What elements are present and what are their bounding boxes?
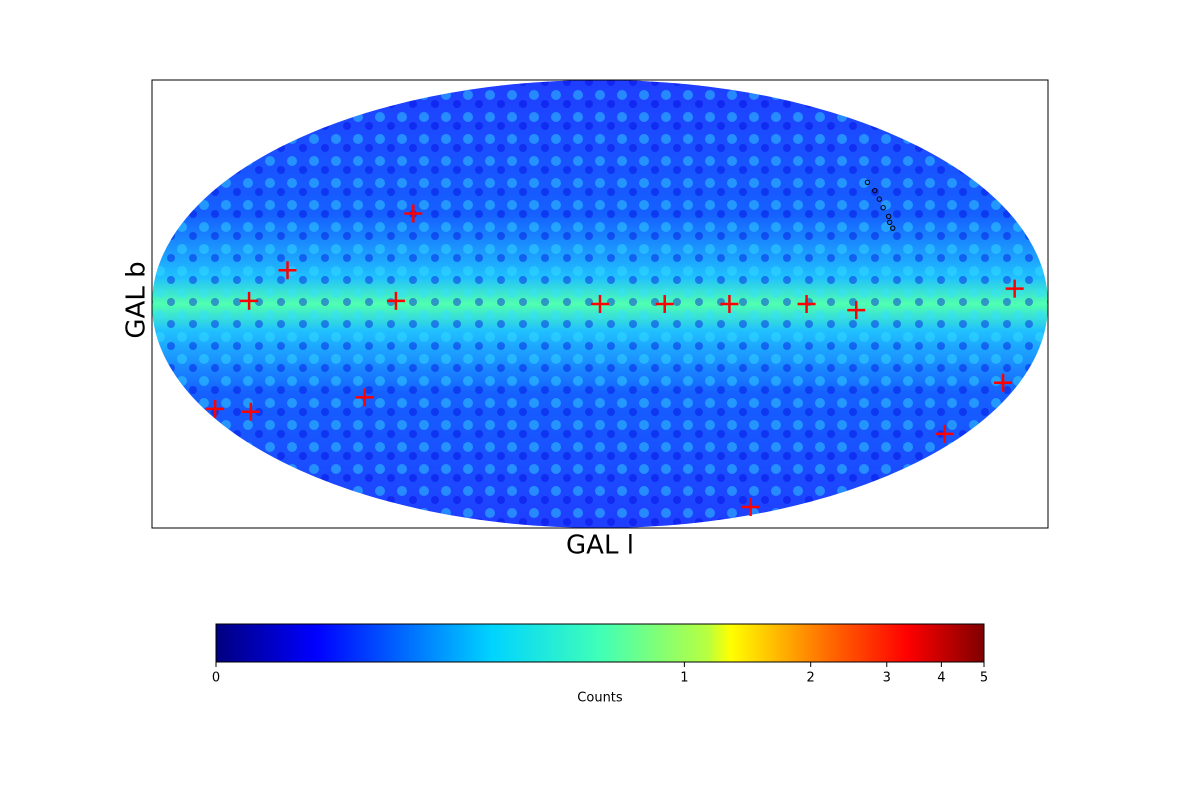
colorbar-tick-label: 0	[212, 671, 220, 686]
circle-marker	[864, 179, 871, 185]
circle-marker	[880, 205, 886, 211]
cross-marker	[355, 388, 374, 407]
cross-marker	[241, 402, 260, 421]
cross-marker	[240, 291, 259, 310]
colorbar-tick-label: 3	[883, 671, 891, 686]
cross-marker	[278, 261, 297, 280]
colorbar-tick-label: 2	[807, 671, 815, 686]
cross-marker	[741, 497, 760, 516]
cross-marker	[1005, 279, 1024, 298]
colorbar-tick-label: 4	[937, 671, 945, 686]
x-axis-label: GAL l	[566, 531, 634, 561]
circle-marker	[886, 219, 893, 225]
cross-marker	[720, 295, 739, 313]
cross-marker	[994, 373, 1013, 392]
cross-marker	[404, 204, 423, 223]
colorbar	[215, 623, 985, 663]
colorbar-tick-label: 1	[680, 671, 688, 686]
cross-marker	[655, 295, 674, 313]
cross-marker	[935, 424, 954, 443]
cross-marker	[206, 399, 225, 418]
circle-marker	[890, 225, 896, 231]
y-axis-label: GAL b	[122, 261, 152, 338]
cross-marker	[797, 295, 816, 313]
colorbar-label: Counts	[577, 691, 623, 706]
circle-marker	[885, 213, 892, 220]
cross-marker	[591, 295, 609, 313]
cross-marker	[847, 301, 866, 320]
colorbar-tick-label: 5	[980, 671, 988, 686]
cross-marker	[386, 291, 405, 310]
map-frame	[151, 79, 1049, 529]
circle-marker	[876, 196, 883, 202]
circle-marker	[872, 187, 878, 194]
